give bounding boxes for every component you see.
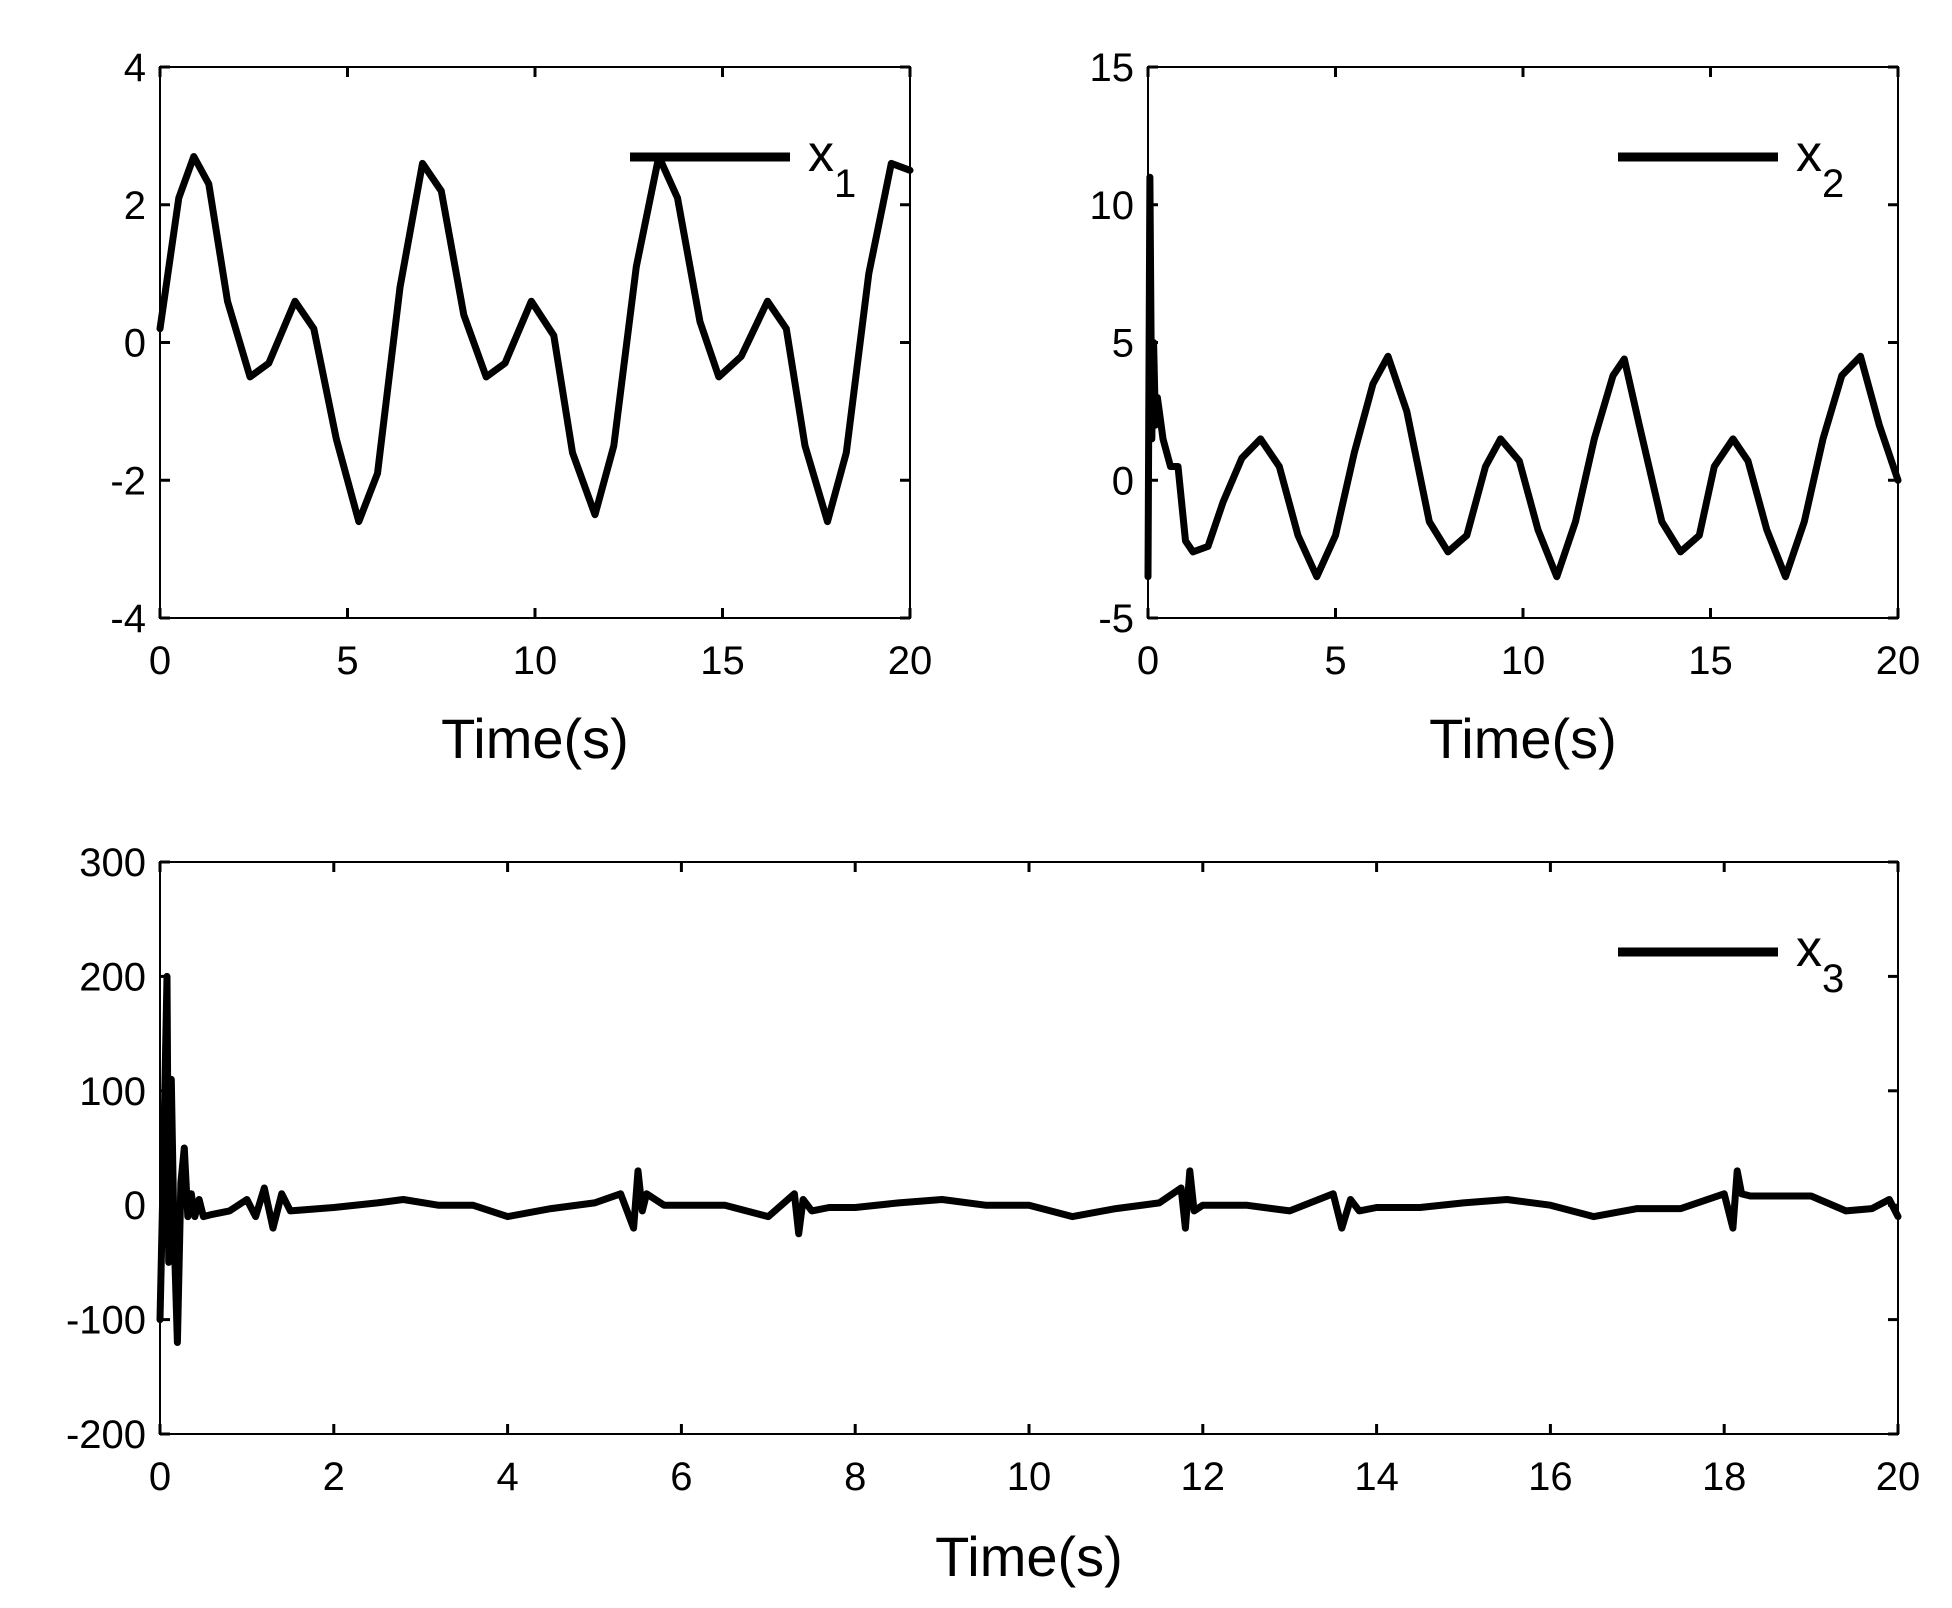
x-tick-label-x3: 6 bbox=[670, 1455, 692, 1499]
y-tick-label-x2: 10 bbox=[1090, 184, 1135, 228]
x-tick-label-x3: 8 bbox=[844, 1455, 866, 1499]
x-tick-label-x2: 10 bbox=[1501, 639, 1546, 683]
y-tick-label-x3: 0 bbox=[124, 1184, 146, 1228]
x-tick-label-x3: 16 bbox=[1528, 1455, 1573, 1499]
x-tick-label-x2: 20 bbox=[1876, 639, 1921, 683]
y-tick-label-x1: 4 bbox=[124, 46, 146, 90]
axes-frame-x2 bbox=[1147, 66, 1899, 619]
subplot-x3: 0 2 4 6 8 10 12 14 16 18 20 -200 -100 0 100 200 300 Time(… bbox=[66, 841, 1920, 1588]
legend-label-x1: x1 bbox=[808, 125, 856, 206]
legend-subscript-x3: 3 bbox=[1822, 957, 1844, 1001]
x-axis-label-x3: Time(s) bbox=[935, 1525, 1123, 1588]
legend-label-x3: x3 bbox=[1796, 920, 1844, 1001]
series-line-x3 bbox=[156, 972, 1902, 1346]
x-tick-label-x2: 0 bbox=[1137, 639, 1159, 683]
legend-name-x1: x bbox=[808, 125, 834, 183]
x-tick-label-x3: 10 bbox=[1007, 1455, 1052, 1499]
legend-x3: x3 bbox=[1618, 920, 1844, 1001]
y-tick-label-x2: 15 bbox=[1090, 46, 1135, 90]
legend-name-x2: x bbox=[1796, 125, 1822, 183]
axes-frame-x1 bbox=[159, 66, 911, 619]
y-tick-label-x2: 0 bbox=[1112, 459, 1134, 503]
legend-name-x3: x bbox=[1796, 920, 1822, 978]
y-tick-label-x1: -4 bbox=[110, 597, 146, 641]
x-tick-label-x1: 0 bbox=[149, 639, 171, 683]
y-tick-label-x1: 0 bbox=[124, 322, 146, 366]
x-tick-label-x1: 5 bbox=[336, 639, 358, 683]
x-axis-label-x1: Time(s) bbox=[441, 707, 629, 770]
y-tick-label-x3: -100 bbox=[66, 1299, 146, 1343]
legend-subscript-x2: 2 bbox=[1822, 162, 1844, 206]
x-tick-label-x3: 4 bbox=[496, 1455, 518, 1499]
y-tick-label-x1: 2 bbox=[124, 184, 146, 228]
x-tick-label-x1: 15 bbox=[700, 639, 745, 683]
legend-label-x2: x2 bbox=[1796, 125, 1844, 206]
x-tick-label-x3: 12 bbox=[1181, 1455, 1226, 1499]
y-tick-label-x2: 5 bbox=[1112, 322, 1134, 366]
x-tick-label-x2: 5 bbox=[1324, 639, 1346, 683]
x-tick-label-x3: 0 bbox=[149, 1455, 171, 1499]
x-tick-label-x1: 10 bbox=[513, 639, 558, 683]
x-tick-label-x3: 14 bbox=[1354, 1455, 1399, 1499]
y-tick-label-x3: 300 bbox=[79, 841, 146, 885]
series-line-x2 bbox=[1144, 173, 1902, 581]
x-axis-label-x2: Time(s) bbox=[1429, 707, 1617, 770]
x-tick-label-x3: 2 bbox=[323, 1455, 345, 1499]
y-tick-label-x1: -2 bbox=[110, 459, 146, 503]
subplot-x1: 0 5 10 15 20 -4 -2 0 2 4 Time(s) x1 bbox=[110, 46, 932, 770]
y-tick-label-x3: -200 bbox=[66, 1413, 146, 1457]
series-line-x1 bbox=[156, 153, 914, 526]
y-tick-label-x3: 200 bbox=[79, 955, 146, 999]
x-tick-label-x3: 18 bbox=[1702, 1455, 1747, 1499]
legend-subscript-x1: 1 bbox=[834, 162, 856, 206]
x-tick-label-x2: 15 bbox=[1688, 639, 1733, 683]
y-tick-label-x3: 100 bbox=[79, 1070, 146, 1114]
legend-x2: x2 bbox=[1618, 125, 1844, 206]
legend-x1: x1 bbox=[630, 125, 856, 206]
x-tick-label-x3: 20 bbox=[1876, 1455, 1921, 1499]
y-tick-label-x2: -5 bbox=[1098, 597, 1134, 641]
x-tick-label-x1: 20 bbox=[888, 639, 933, 683]
